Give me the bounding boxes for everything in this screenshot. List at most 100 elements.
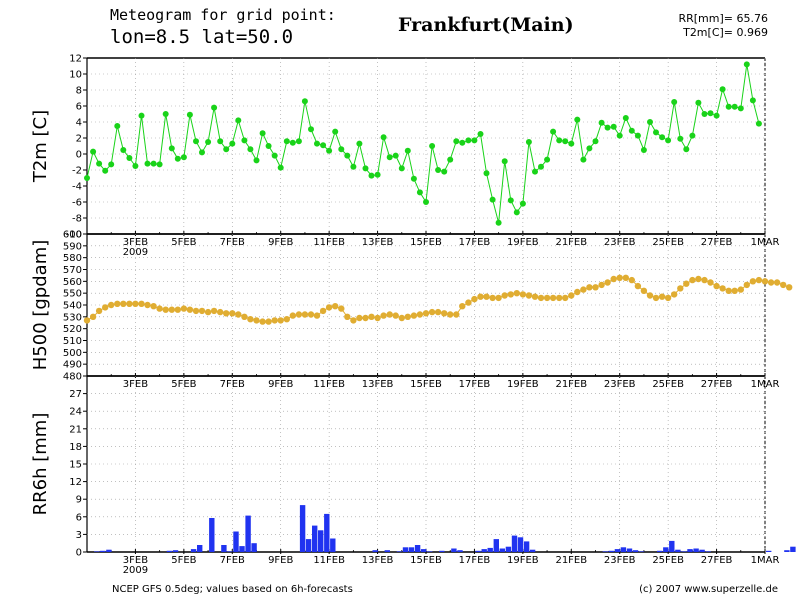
- t2m-data-point: [653, 129, 659, 136]
- h500-data-point: [695, 275, 702, 283]
- t2m-data-point: [193, 138, 199, 145]
- h500-data-point: [253, 317, 260, 324]
- t2m-data-point: [138, 112, 145, 119]
- t2m-data-point: [314, 140, 320, 147]
- t2m-data-point: [338, 146, 345, 153]
- t2m-data-point: [532, 168, 538, 175]
- t2m-data-point: [380, 134, 387, 141]
- h500-y-tick-label: 550: [63, 289, 82, 300]
- t2m-data-point: [404, 147, 411, 154]
- t2m-data-point: [114, 123, 121, 129]
- h500-data-point: [392, 312, 399, 319]
- h500-data-point: [447, 311, 454, 318]
- t2m-data-point: [96, 160, 103, 167]
- t2m-y-tick-label: 8: [76, 86, 82, 97]
- t2m-data-point: [507, 197, 514, 204]
- t2m-data-point: [574, 116, 581, 123]
- h500-data-point: [223, 310, 230, 317]
- t2m-data-point: [453, 138, 460, 145]
- rr6h-bar: [209, 518, 215, 552]
- h500-data-point: [719, 285, 726, 292]
- rr6h-bar: [318, 530, 324, 552]
- t2m-data-point: [308, 126, 314, 133]
- t2m-y-tick-label: -8: [72, 214, 82, 225]
- t2m-data-point: [162, 111, 169, 117]
- h500-data-point: [283, 316, 290, 323]
- rr6h-y-tick-label: 18: [69, 442, 82, 453]
- t2m-data-point: [701, 111, 708, 117]
- h500-data-point: [210, 307, 218, 315]
- h500-data-point: [313, 312, 321, 319]
- rr6h-bar: [693, 548, 699, 552]
- h500-data-point: [459, 303, 466, 310]
- rr6h-bar: [100, 550, 106, 552]
- rr6h-bar: [614, 549, 621, 552]
- h500-data-point: [95, 307, 103, 315]
- t2m-data-point: [398, 165, 405, 172]
- t2m-y-tick-label: 12: [69, 54, 82, 65]
- h500-data-point: [634, 282, 642, 290]
- t2m-data-point: [671, 99, 678, 105]
- rr6h-x-tick-label: 7FEB: [220, 555, 245, 566]
- t2m-data-point: [580, 156, 587, 163]
- t2m-data-point: [550, 128, 557, 135]
- rr6h-x-tick-label: 23FEB: [604, 555, 636, 566]
- t2m-data-point: [241, 137, 248, 144]
- t2m-data-point: [301, 98, 308, 105]
- h500-data-point: [422, 310, 430, 317]
- t2m-data-point: [277, 164, 284, 171]
- h500-data-point: [483, 293, 490, 300]
- h500-data-point: [138, 300, 145, 307]
- h500-data-point: [525, 292, 533, 299]
- h500-data-point: [89, 313, 97, 320]
- h500-data-point: [453, 311, 460, 318]
- h500-data-point: [761, 278, 769, 285]
- t2m-data-point: [416, 189, 423, 196]
- h500-data-point: [580, 286, 587, 293]
- h500-data-point: [731, 287, 738, 294]
- h500-y-axis-label: H500 [gpdam]: [30, 240, 51, 371]
- h500-data-point: [628, 276, 635, 284]
- rr6h-bar: [251, 543, 257, 552]
- rr6h-x-tick-label: 5FEB: [171, 555, 196, 566]
- h500-data-point: [664, 294, 672, 302]
- h500-data-point: [186, 306, 194, 313]
- rr6h-y-axis-label: RR6h [mm]: [30, 413, 51, 516]
- rr6h-bar: [233, 531, 239, 552]
- h500-data-point: [289, 312, 296, 319]
- t2m-data-point: [495, 219, 502, 226]
- rr6h-bar: [94, 551, 100, 552]
- rr6h-y-tick-label: 6: [76, 512, 82, 523]
- t2m-y-axis-label: T2m [C]: [30, 110, 51, 183]
- t2m-data-point: [392, 152, 399, 159]
- h500-data-point: [295, 311, 303, 318]
- t2m-data-point: [707, 110, 714, 117]
- rr6h-bar: [523, 541, 530, 552]
- h500-data-point: [428, 308, 436, 316]
- t2m-data-point: [156, 161, 163, 168]
- rr6h-bar: [299, 505, 306, 552]
- h500-data-point: [126, 300, 133, 307]
- rr6h-bar: [517, 537, 524, 552]
- t2m-data-point: [271, 152, 278, 159]
- h500-data-point: [743, 281, 750, 289]
- h500-data-point: [441, 310, 448, 317]
- t2m-series-line: [86, 64, 760, 223]
- t2m-data-point: [84, 175, 90, 181]
- rr6h-bar: [221, 545, 227, 552]
- rr6h-bar: [681, 551, 687, 552]
- h500-data-point: [749, 278, 757, 285]
- rr6h-y-tick-label: 9: [76, 495, 82, 506]
- rr6h-bar: [529, 549, 536, 552]
- h500-data-point: [434, 308, 442, 316]
- h500-data-point: [162, 306, 169, 313]
- h500-data-point: [713, 282, 720, 290]
- t2m-data-point: [519, 200, 526, 207]
- t2m-data-point: [429, 143, 436, 149]
- rr6h-bar: [372, 550, 378, 552]
- rr6h-x-tick-label: 9FEB: [268, 555, 293, 566]
- t2m-data-point: [350, 163, 357, 170]
- t2m-data-point: [217, 138, 224, 145]
